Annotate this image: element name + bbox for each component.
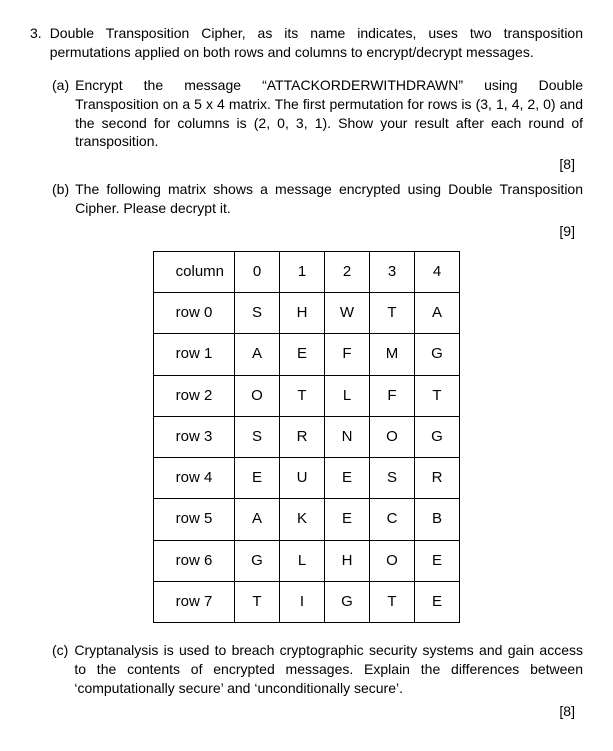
col-header: 2 (325, 251, 370, 292)
col-header: 3 (370, 251, 415, 292)
row-header: row 3 (154, 416, 235, 457)
cell: L (325, 375, 370, 416)
question-number: 3. (30, 24, 42, 62)
cell: A (235, 334, 280, 375)
table-row: row 6 G L H O E (154, 540, 460, 581)
cipher-table: column 0 1 2 3 4 row 0 S H W T A row 1 A… (153, 251, 460, 623)
cell: E (415, 540, 460, 581)
col-header: 4 (415, 251, 460, 292)
part-c-marks: [8] (30, 702, 575, 721)
cell: O (235, 375, 280, 416)
cell: G (325, 581, 370, 622)
cell: E (325, 458, 370, 499)
col-header: 1 (280, 251, 325, 292)
cell: O (370, 416, 415, 457)
part-b-text: The following matrix shows a message enc… (75, 180, 583, 218)
cell: G (415, 334, 460, 375)
cell: K (280, 499, 325, 540)
cell: C (370, 499, 415, 540)
part-c-text: Cryptanalysis is used to breach cryptogr… (74, 641, 583, 698)
table-header-row: column 0 1 2 3 4 (154, 251, 460, 292)
cell: T (415, 375, 460, 416)
table-row: row 2 O T L F T (154, 375, 460, 416)
cell: N (325, 416, 370, 457)
cell: H (325, 540, 370, 581)
question-intro: 3. Double Transposition Cipher, as its n… (30, 24, 583, 62)
part-c-label: (c) (52, 641, 68, 698)
table-row: row 4 E U E S R (154, 458, 460, 499)
cell: E (235, 458, 280, 499)
part-c: (c) Cryptanalysis is used to breach cryp… (52, 641, 583, 698)
cell: T (280, 375, 325, 416)
part-b-label: (b) (52, 180, 69, 218)
cell: T (370, 293, 415, 334)
cell: E (280, 334, 325, 375)
table-row: row 5 A K E C B (154, 499, 460, 540)
cell: M (370, 334, 415, 375)
cell: G (415, 416, 460, 457)
cell: S (235, 416, 280, 457)
cell: E (415, 581, 460, 622)
row-header: row 4 (154, 458, 235, 499)
row-header: row 5 (154, 499, 235, 540)
cell: S (235, 293, 280, 334)
cell: B (415, 499, 460, 540)
table-row: row 0 S H W T A (154, 293, 460, 334)
part-a-marks: [8] (30, 155, 575, 174)
cell: F (325, 334, 370, 375)
cell: I (280, 581, 325, 622)
table-row: row 7 T I G T E (154, 581, 460, 622)
table-row: row 1 A E F M G (154, 334, 460, 375)
table-corner: column (154, 251, 235, 292)
cell: R (415, 458, 460, 499)
cell: U (280, 458, 325, 499)
cell: H (280, 293, 325, 334)
part-a-label: (a) (52, 76, 69, 152)
row-header: row 1 (154, 334, 235, 375)
cell: E (325, 499, 370, 540)
row-header: row 0 (154, 293, 235, 334)
cell: G (235, 540, 280, 581)
part-a: (a) Encrypt the message “ATTACKORDERWITH… (52, 76, 583, 152)
cell: O (370, 540, 415, 581)
cell: S (370, 458, 415, 499)
col-header: 0 (235, 251, 280, 292)
cell: L (280, 540, 325, 581)
part-a-text: Encrypt the message “ATTACKORDERWITHDRAW… (75, 76, 583, 152)
cell: T (235, 581, 280, 622)
row-header: row 7 (154, 581, 235, 622)
row-header: row 6 (154, 540, 235, 581)
question-intro-text: Double Transposition Cipher, as its name… (50, 24, 583, 62)
cell: A (235, 499, 280, 540)
row-header: row 2 (154, 375, 235, 416)
part-b-marks: [9] (30, 222, 575, 241)
cell: A (415, 293, 460, 334)
cell: F (370, 375, 415, 416)
cell: W (325, 293, 370, 334)
cell: T (370, 581, 415, 622)
cell: R (280, 416, 325, 457)
part-b: (b) The following matrix shows a message… (52, 180, 583, 218)
table-row: row 3 S R N O G (154, 416, 460, 457)
